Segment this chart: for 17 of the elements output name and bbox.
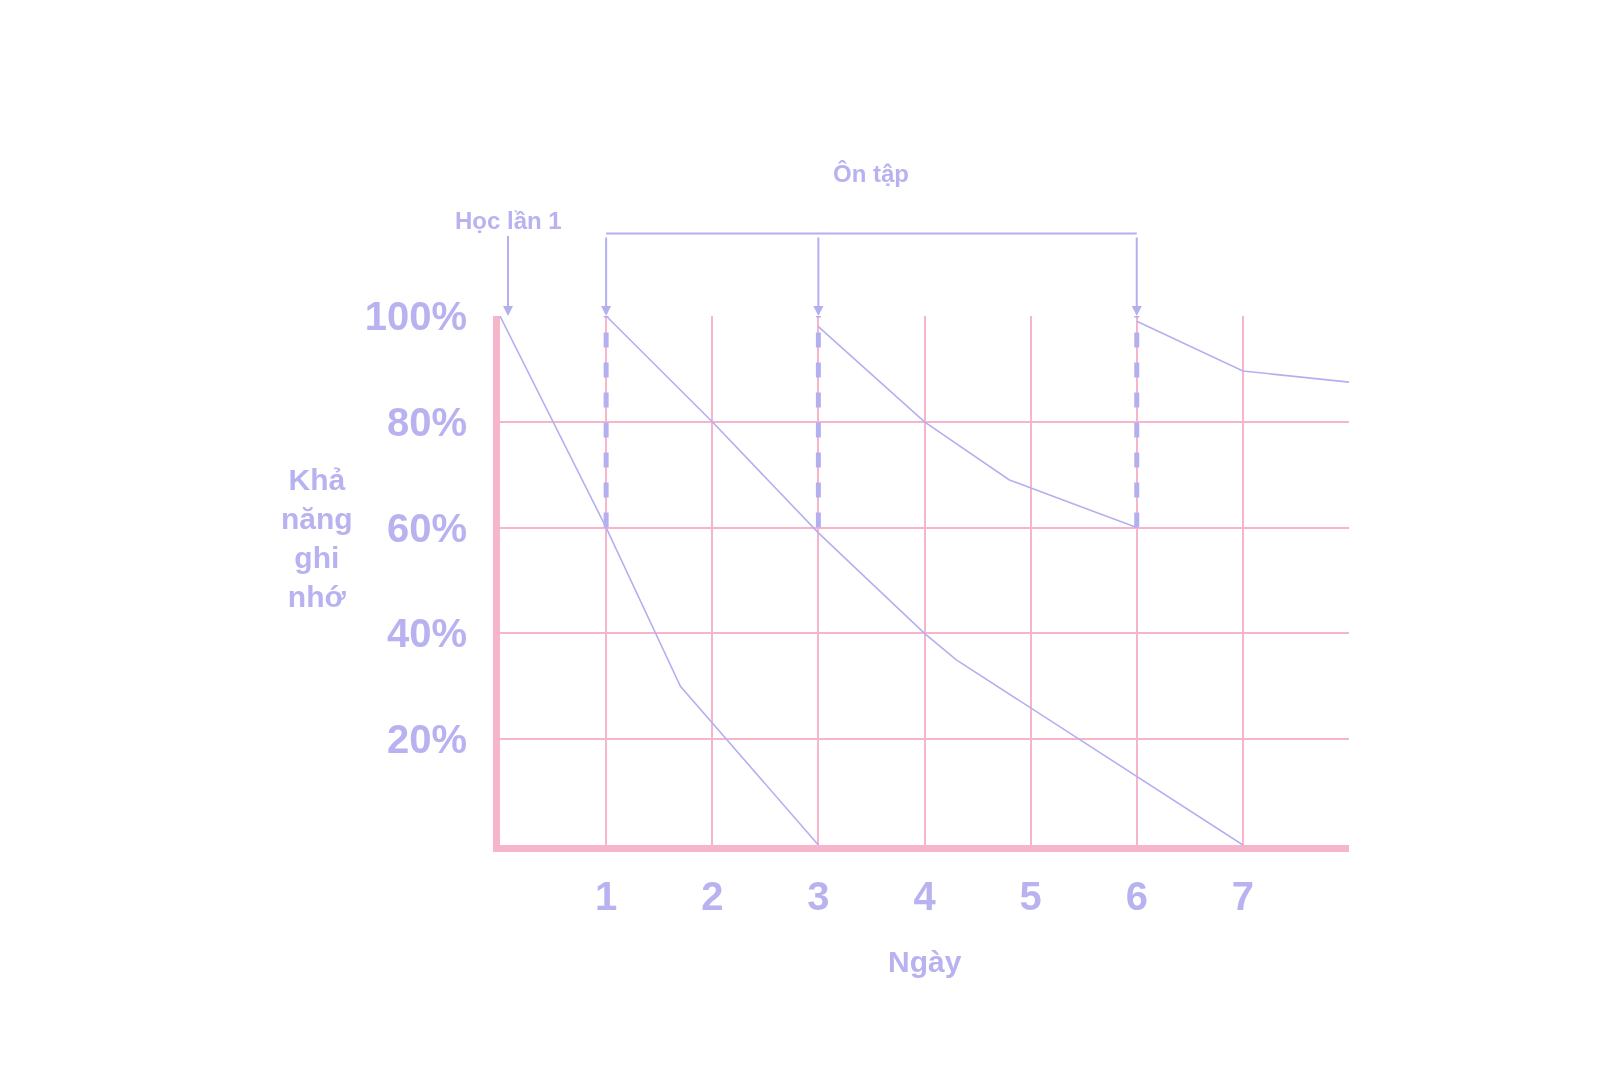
y-tick-label: 20% bbox=[386, 717, 467, 762]
y-axis-title: Khả năng ghi nhớ bbox=[281, 463, 353, 613]
text: Ôn tập bbox=[833, 160, 909, 187]
x-tick-label: 3 bbox=[807, 874, 830, 918]
y-tick-label: 100% bbox=[364, 294, 467, 338]
line-series bbox=[500, 316, 820, 845]
y-tick-label: 40% bbox=[386, 611, 467, 656]
y-tick-label: 60% bbox=[386, 505, 467, 550]
x-tick-label: 1 bbox=[595, 874, 618, 918]
x-axis-title: Ngày bbox=[888, 945, 962, 978]
x-tick-label: 2 bbox=[701, 874, 724, 918]
x-tick-label: 4 bbox=[913, 874, 937, 918]
x-tick-label: 7 bbox=[1231, 874, 1255, 918]
annotation: Học lần 1 bbox=[455, 207, 562, 234]
x-tick-label: 5 bbox=[1019, 874, 1042, 918]
x-tick-label: 6 bbox=[1125, 874, 1148, 918]
y-tick-label: 80% bbox=[386, 399, 467, 444]
